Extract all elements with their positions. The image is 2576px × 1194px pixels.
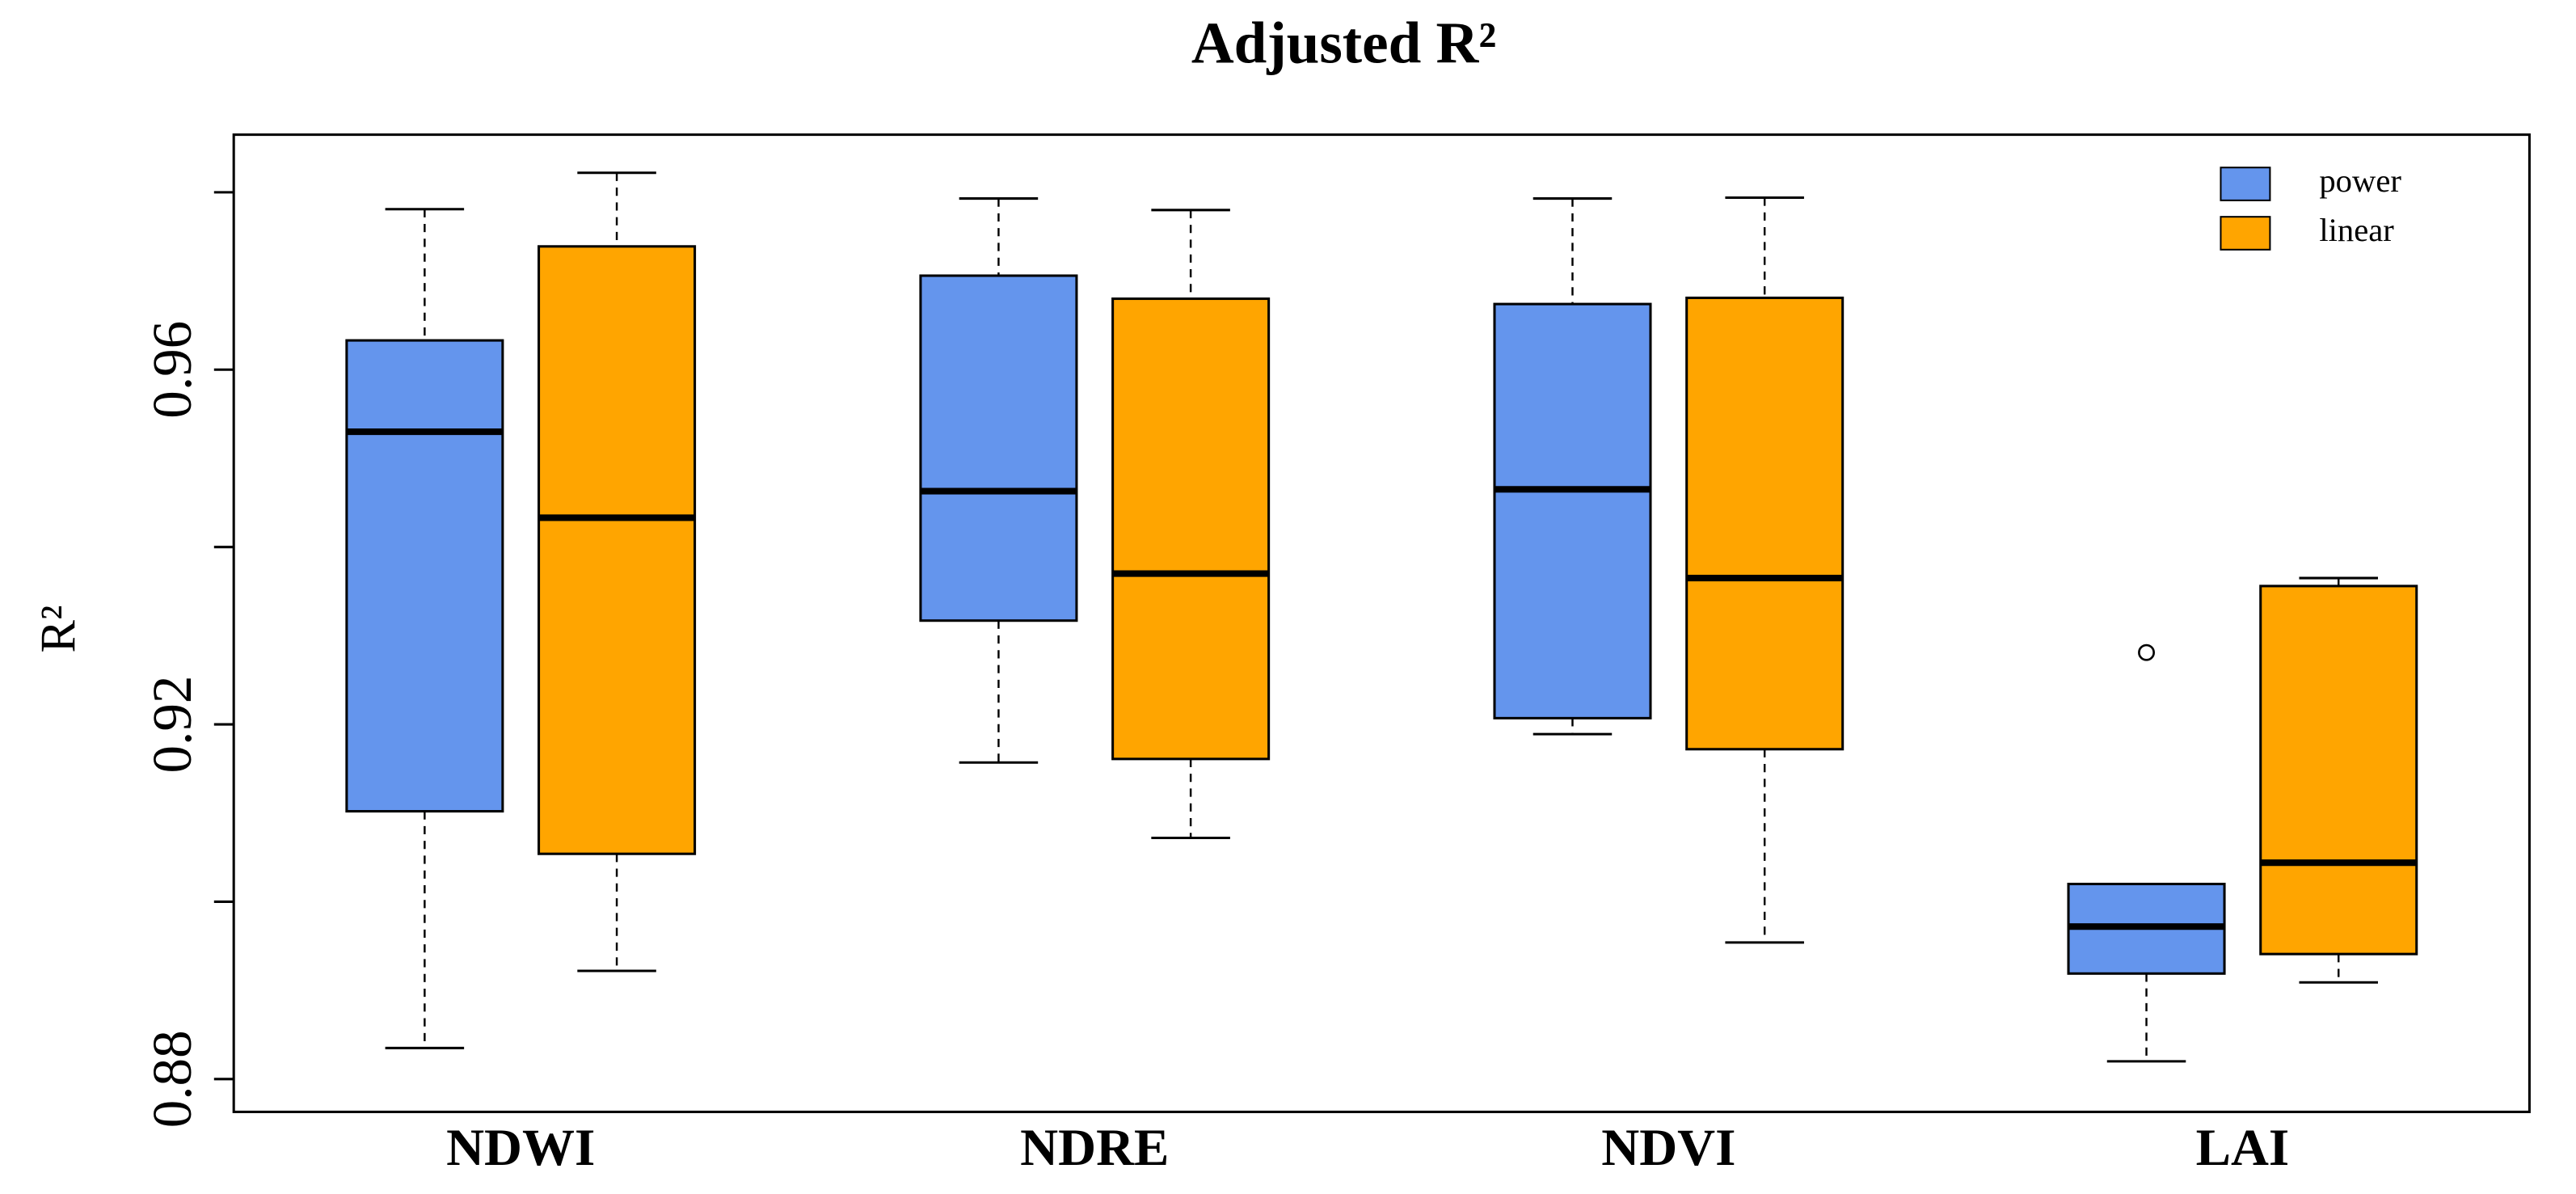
- box: [2259, 584, 2418, 956]
- plot-frame: [232, 133, 2531, 1113]
- y-tick-label: 0.96: [141, 321, 203, 419]
- box: [538, 245, 697, 855]
- box: [1685, 296, 1845, 751]
- box: [919, 274, 1078, 622]
- legend-label: linear: [2319, 212, 2394, 248]
- y-tick-label: 0.92: [141, 676, 203, 774]
- legend-swatch: [2220, 167, 2271, 201]
- chart-title: Adjusted R²: [1191, 11, 1496, 76]
- box: [345, 339, 504, 813]
- legend-swatch: [2220, 216, 2271, 251]
- legend-label: power: [2319, 162, 2401, 199]
- x-tick-label: NDWI: [446, 1119, 595, 1177]
- x-tick-label: LAI: [2196, 1119, 2290, 1177]
- y-axis-label: R²: [32, 605, 86, 653]
- x-tick-label: NDVI: [1601, 1119, 1735, 1177]
- box: [1111, 297, 1271, 761]
- outlier: [2138, 643, 2156, 661]
- x-tick-label: NDRE: [1020, 1119, 1169, 1177]
- y-tick-label: 0.88: [141, 1030, 203, 1128]
- box: [1493, 302, 1652, 719]
